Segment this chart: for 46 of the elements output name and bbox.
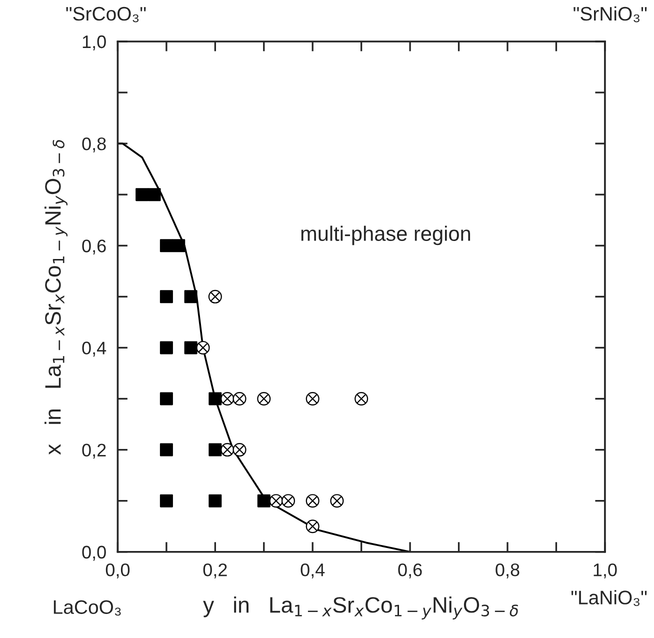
x-tick-label: 0,4 [300,563,325,578]
point [330,494,344,508]
y-tick-label: 0,8 [82,137,106,152]
point [257,494,270,508]
text: "SrCoO₃" [66,6,146,22]
point [160,290,173,304]
text: x in La$_{1−x}$Sr$_{x}$Co$_{1−y}$Ni$_{y}$O$_{3−δ}$ [44,140,68,455]
point [160,341,173,354]
point [148,188,161,202]
point [306,392,320,406]
text: LaCoO₃ [54,600,121,616]
y-tick-label: 0,0 [82,546,106,561]
y-tick-label: 0,4 [82,342,106,357]
x-tick-label: 1,0 [594,563,617,578]
line-series [118,142,411,552]
point [160,392,173,406]
y-tick-label: 1,0 [82,35,106,50]
x-tick-label: 0,6 [398,563,422,578]
x-tick-label: 0,0 [106,563,130,578]
point [184,290,198,304]
point [172,239,186,252]
text: y in La$_{1−x}$Sr$_{x}$Co$_{1−y}$Ni$_{y}$O$_{3−δ}$ [203,596,518,620]
point [306,494,320,508]
point [281,494,296,508]
point [208,290,222,304]
point [354,392,368,406]
point [208,443,222,456]
annotation: multi-phase region [301,226,470,246]
text: "SrNiO₃" [574,6,647,22]
point [196,340,210,354]
point [160,239,173,252]
x-tick-label: 0,8 [496,563,520,578]
point [232,443,246,457]
point [257,392,271,406]
x-tick-label: 0,2 [203,563,227,578]
point [184,341,198,354]
text: "LaNiO₃" [571,590,647,606]
y-tick-label: 0,2 [82,444,106,459]
point [160,494,173,508]
point [306,520,320,534]
y-tick-label: 0,6 [82,240,106,254]
point [136,188,149,202]
point [208,392,222,406]
point [208,494,222,508]
point [160,443,173,456]
point [232,392,246,406]
